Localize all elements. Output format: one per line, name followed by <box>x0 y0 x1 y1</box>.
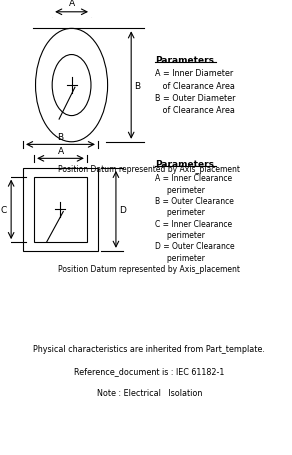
Text: B: B <box>135 81 141 91</box>
Text: A: A <box>58 147 64 156</box>
Text: Note : Electrical   Isolation: Note : Electrical Isolation <box>97 388 202 397</box>
Text: perimeter: perimeter <box>155 230 205 239</box>
Text: B = Outer Clearance: B = Outer Clearance <box>155 197 234 205</box>
Text: A = Inner Diameter: A = Inner Diameter <box>155 69 233 78</box>
Text: C: C <box>1 205 7 214</box>
Text: Physical characteristics are inherited from Part_template.: Physical characteristics are inherited f… <box>33 345 265 354</box>
Bar <box>34 177 87 243</box>
Bar <box>23 168 98 251</box>
Text: perimeter: perimeter <box>155 253 205 262</box>
Text: A: A <box>69 0 75 8</box>
Text: perimeter: perimeter <box>155 185 205 194</box>
Text: of Clearance Area: of Clearance Area <box>155 106 235 115</box>
Text: Position Datum represented by Axis_placement: Position Datum represented by Axis_place… <box>58 264 240 273</box>
Text: A = Inner Clearance: A = Inner Clearance <box>155 174 232 183</box>
Text: B: B <box>58 132 64 142</box>
Text: B = Outer Diameter: B = Outer Diameter <box>155 94 235 103</box>
Text: D = Outer Clearance: D = Outer Clearance <box>155 242 234 251</box>
Text: Parameters: Parameters <box>155 56 214 65</box>
Text: C = Inner Clearance: C = Inner Clearance <box>155 219 232 228</box>
Text: Parameters: Parameters <box>155 160 214 169</box>
Text: D: D <box>119 205 126 214</box>
Text: Position Datum represented by Axis_placement: Position Datum represented by Axis_place… <box>58 164 240 173</box>
Text: Reference_document is : IEC 61182-1: Reference_document is : IEC 61182-1 <box>74 366 224 375</box>
Text: of Clearance Area: of Clearance Area <box>155 81 235 91</box>
Text: perimeter: perimeter <box>155 208 205 217</box>
